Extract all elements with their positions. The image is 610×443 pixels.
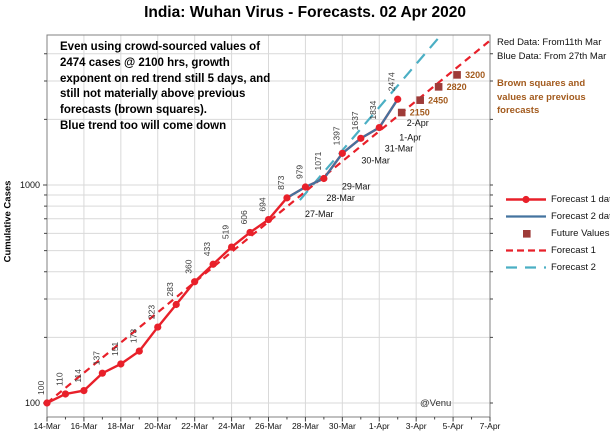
x-tick-labels: 14-Mar 16-Mar 18-Mar 20-Mar 22-Mar 24-Mar 26-M… — [34, 421, 501, 431]
svg-text:27-Mar: 27-Mar — [305, 209, 334, 219]
svg-text:22-Mar: 22-Mar — [181, 421, 208, 431]
svg-text:1071: 1071 — [313, 151, 323, 170]
red-dashed-line-icon — [504, 244, 548, 257]
svg-text:2150: 2150 — [410, 108, 430, 118]
line-with-dot-icon — [504, 193, 548, 206]
annotation-line: still not materially above previous — [60, 88, 246, 101]
svg-text:173: 173 — [128, 329, 138, 343]
value-labels: 100 110 114 137 151 173 223 283 360 433 519 606 694 8… — [36, 72, 397, 395]
svg-text:7-Apr: 7-Apr — [480, 421, 501, 431]
annotation-box: Even using crowd-sourced values of 2474 … — [60, 40, 310, 135]
svg-text:1000: 1000 — [20, 180, 40, 190]
svg-text:433: 433 — [202, 242, 212, 256]
brown-note: Brown squares and values are previous fo… — [497, 78, 586, 116]
svg-text:360: 360 — [184, 259, 194, 273]
legend-item-forecast1-data: Forecast 1 data — [504, 191, 610, 208]
svg-text:5-Apr: 5-Apr — [443, 421, 464, 431]
svg-text:1637: 1637 — [350, 111, 360, 130]
svg-text:283: 283 — [165, 282, 175, 296]
svg-text:110: 110 — [54, 372, 64, 386]
svg-text:606: 606 — [239, 210, 249, 224]
future-value-squares: 2150 2450 2820 3200 — [397, 70, 485, 118]
annotation-line: forecasts (brown squares). — [60, 104, 207, 117]
svg-text:29-Mar: 29-Mar — [342, 182, 371, 192]
svg-text:18-Mar: 18-Mar — [107, 421, 134, 431]
svg-text:3-Apr: 3-Apr — [406, 421, 427, 431]
legend-item-label: Forecast 2 data — [551, 211, 610, 222]
svg-text:137: 137 — [91, 351, 101, 365]
square-marker-icon — [504, 227, 548, 240]
svg-text:31-Mar: 31-Mar — [385, 143, 414, 153]
svg-text:1834: 1834 — [368, 100, 378, 119]
legend-item-label: Future Values — [551, 228, 610, 239]
svg-text:16-Mar: 16-Mar — [70, 421, 97, 431]
svg-text:873: 873 — [276, 175, 286, 189]
chart-legend: Forecast 1 data Forecast 2 data Future V… — [504, 191, 610, 276]
chart-title: India: Wuhan Virus - Forecasts. 02 Apr 2… — [144, 4, 466, 21]
blue-data-note: Blue Data: From 27th Mar — [497, 50, 607, 62]
legend-item-forecast2-data: Forecast 2 data — [504, 208, 610, 225]
legend-item-label: Forecast 1 data — [551, 194, 610, 205]
svg-text:2-Apr: 2-Apr — [407, 118, 429, 128]
svg-text:694: 694 — [258, 197, 268, 211]
svg-text:100: 100 — [25, 398, 40, 408]
svg-text:223: 223 — [147, 305, 157, 319]
solid-line-icon — [504, 210, 548, 223]
trend-forecast-2 — [299, 34, 442, 201]
watermark: @Venu — [420, 398, 452, 409]
svg-text:1-Apr: 1-Apr — [369, 421, 390, 431]
svg-text:28-Mar: 28-Mar — [292, 421, 319, 431]
legend-item-forecast1: Forecast 1 — [504, 242, 608, 259]
axis-ticks — [43, 53, 493, 422]
svg-text:20-Mar: 20-Mar — [144, 421, 171, 431]
annotation-line: exponent on red trend still 5 days, and — [60, 72, 271, 85]
svg-text:3200: 3200 — [465, 70, 485, 80]
forecast1-data-markers — [43, 95, 402, 407]
svg-text:24-Mar: 24-Mar — [218, 421, 245, 431]
svg-text:2820: 2820 — [447, 82, 467, 92]
gridlines — [47, 35, 490, 417]
svg-text:2474: 2474 — [387, 72, 397, 91]
svg-text:1-Apr: 1-Apr — [399, 133, 421, 143]
y-tick-labels: 100 1000 — [20, 180, 40, 408]
svg-text:14-Mar: 14-Mar — [34, 421, 61, 431]
svg-text:30-Mar: 30-Mar — [329, 421, 356, 431]
svg-text:151: 151 — [110, 342, 120, 356]
legend-item-label: Forecast 1 — [551, 245, 596, 256]
annotation-line: Blue trend too will come down — [60, 119, 227, 132]
annotation-line: 2474 cases @ 2100 hrs, growth — [60, 56, 230, 69]
annotation-line: Even using crowd-sourced values of — [60, 41, 261, 53]
red-data-note: Red Data: From11th Mar — [497, 37, 602, 48]
svg-text:979: 979 — [294, 165, 304, 179]
svg-text:2450: 2450 — [428, 95, 448, 105]
svg-text:26-Mar: 26-Mar — [255, 421, 282, 431]
svg-text:100: 100 — [36, 381, 46, 395]
legend-item-forecast2: Forecast 2 — [504, 259, 608, 276]
blue-dashed-line-icon — [504, 261, 548, 274]
svg-text:519: 519 — [221, 225, 231, 239]
y-axis-label: Cumulative Cases — [2, 180, 14, 263]
svg-text:1397: 1397 — [331, 126, 341, 145]
legend-item-label: Forecast 2 — [551, 262, 596, 273]
side-notes: Red Data: From11th Mar Blue Data: From 2… — [497, 36, 609, 118]
svg-text:28-Mar: 28-Mar — [326, 193, 355, 203]
svg-text:30-Mar: 30-Mar — [361, 155, 390, 165]
legend-item-future-values: Future Values — [504, 225, 610, 242]
svg-text:114: 114 — [73, 369, 83, 383]
